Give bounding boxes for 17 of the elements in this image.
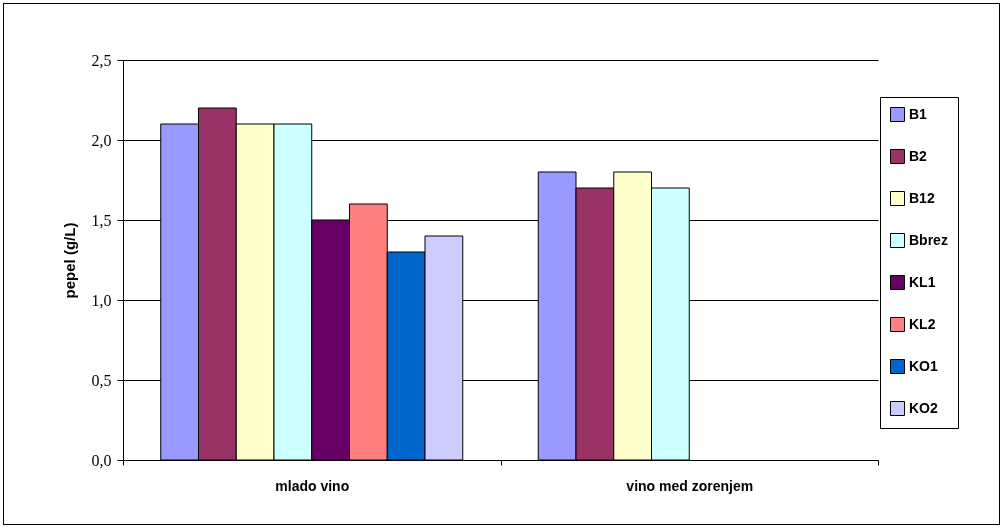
x-tick-label: vino med zorenjem xyxy=(626,477,754,494)
y-tick-label: 0,0 xyxy=(91,451,112,469)
y-tick-label: 0,5 xyxy=(91,371,112,389)
legend-label: KL1 xyxy=(909,273,936,290)
legend-label: B12 xyxy=(909,189,935,206)
y-tick-label: 1,5 xyxy=(91,211,112,229)
legend-label: KL2 xyxy=(909,315,936,332)
y-tick-label: 2,5 xyxy=(91,51,112,69)
y-axis-title: pepel (g/L) xyxy=(60,222,78,299)
legend-label: B2 xyxy=(909,147,928,164)
y-tick-label: 1,0 xyxy=(91,291,112,309)
legend-label: Bbrez xyxy=(909,231,948,248)
legend-label: KO2 xyxy=(909,399,938,416)
y-tick-label: 2,0 xyxy=(91,131,112,149)
legend-label: KO1 xyxy=(909,357,938,374)
x-tick-label: mlado vino xyxy=(275,477,350,494)
legend-label: B1 xyxy=(909,105,928,122)
